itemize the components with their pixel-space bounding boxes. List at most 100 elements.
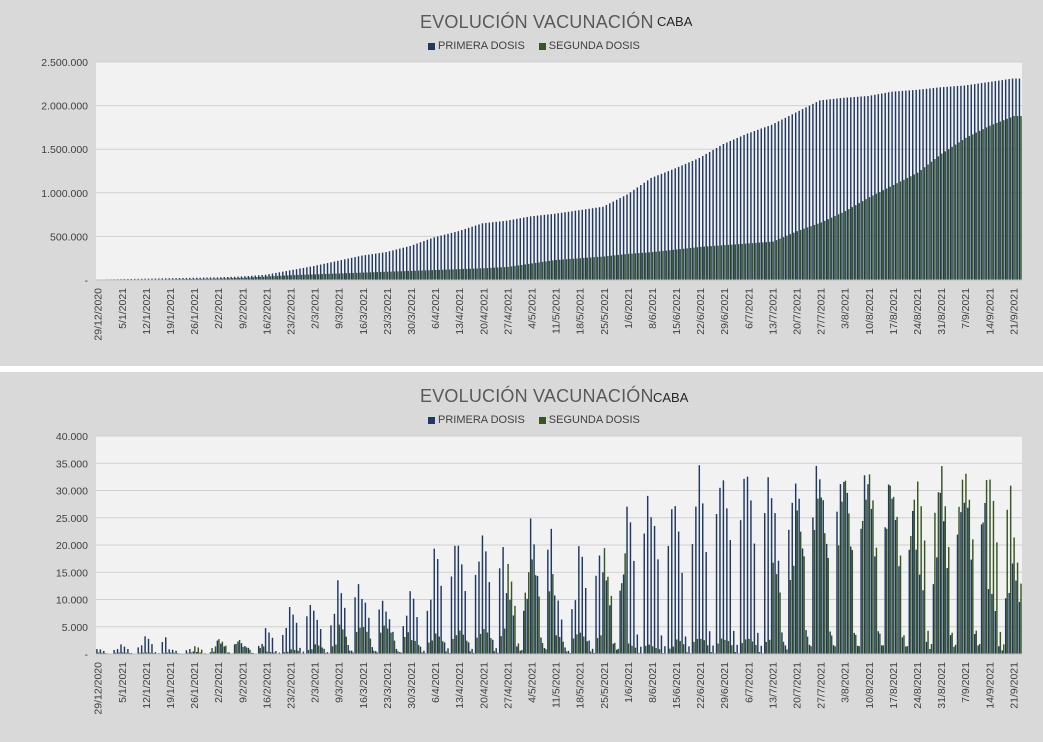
x-tick-label: 31/8/2021 (936, 288, 948, 335)
legend-swatch-segunda (538, 416, 546, 424)
bar (199, 652, 201, 654)
bar (660, 173, 663, 280)
bar (750, 132, 752, 280)
bar (323, 648, 325, 654)
bar (416, 243, 418, 280)
bar (615, 649, 618, 654)
bar (653, 176, 656, 280)
x-tick-label: 29/12/2020 (93, 662, 105, 715)
bar (399, 652, 401, 654)
bar (739, 136, 742, 280)
bar (691, 160, 694, 280)
bar (853, 632, 855, 654)
bar (127, 648, 129, 654)
bar (972, 539, 974, 654)
bar (431, 640, 434, 654)
x-tick-label: 9/3/2021 (334, 662, 346, 703)
x-tick-label: 23/2/2021 (285, 662, 297, 709)
bar (870, 508, 873, 654)
bar (528, 263, 530, 280)
bar (827, 557, 829, 654)
x-tick-label: 13/7/2021 (767, 288, 779, 335)
bar (703, 640, 706, 654)
bar (228, 278, 230, 280)
bar (416, 617, 418, 654)
legend-label-segunda: SEGUNDA DOSIS (548, 40, 640, 52)
bar (226, 652, 229, 654)
x-tick-label: 24/8/2021 (912, 662, 924, 709)
bar (607, 576, 609, 654)
bar (318, 274, 320, 280)
bar (536, 215, 539, 280)
bar (589, 651, 592, 654)
bar (975, 132, 977, 280)
bar (734, 652, 737, 654)
y-tick-label: 20.000 (56, 540, 88, 552)
bar (223, 277, 225, 280)
bar (161, 641, 164, 654)
bar (194, 646, 196, 654)
bar (531, 263, 533, 280)
bar (753, 543, 756, 654)
bar (588, 208, 590, 280)
bar (548, 591, 551, 654)
bar (688, 162, 690, 280)
bar (846, 492, 849, 654)
bar (410, 270, 413, 280)
bar (523, 610, 525, 654)
bar (497, 652, 499, 654)
x-tick-label: 27/4/2021 (502, 662, 514, 709)
bar (731, 645, 733, 654)
bar (509, 220, 511, 280)
bar (340, 593, 343, 654)
bar (963, 502, 966, 654)
bar (287, 651, 289, 654)
bar (960, 512, 962, 654)
bar (688, 646, 690, 654)
bar (915, 549, 917, 654)
bar (223, 646, 225, 654)
bar (1013, 116, 1015, 281)
bar (114, 652, 117, 654)
bar (947, 149, 950, 280)
x-tick-label: 31/8/2021 (936, 662, 948, 709)
bar (344, 607, 346, 654)
bar (189, 277, 191, 280)
bar (321, 274, 323, 280)
bar (330, 262, 332, 280)
bar (925, 641, 928, 654)
bar (359, 272, 361, 280)
bar (213, 277, 215, 280)
x-tick-label: 13/4/2021 (454, 288, 466, 335)
bar (350, 650, 353, 654)
bar (214, 278, 217, 280)
bar (724, 245, 726, 280)
bar (288, 607, 291, 654)
bar (478, 224, 480, 280)
bar (905, 646, 907, 654)
bar (791, 114, 793, 280)
bar (892, 184, 895, 280)
bar (579, 632, 582, 654)
bar (653, 525, 656, 654)
x-tick-label: 19/1/2021 (165, 662, 177, 709)
y-tick-label: 40.000 (56, 431, 88, 443)
bar (836, 511, 838, 654)
bar (763, 513, 766, 654)
bar (829, 99, 831, 280)
bar (225, 278, 227, 280)
bar (149, 652, 151, 654)
bar (467, 642, 470, 654)
bar (498, 568, 501, 654)
bar (472, 268, 475, 280)
bar (686, 248, 688, 280)
bar (896, 516, 898, 654)
bar (944, 151, 946, 280)
bar (137, 647, 139, 654)
bar (300, 274, 303, 280)
x-tick-label: 9/2/2021 (237, 662, 249, 703)
bar (658, 251, 661, 280)
bar (825, 99, 828, 280)
x-tick-label: 25/5/2021 (599, 662, 611, 709)
bar (703, 246, 706, 280)
